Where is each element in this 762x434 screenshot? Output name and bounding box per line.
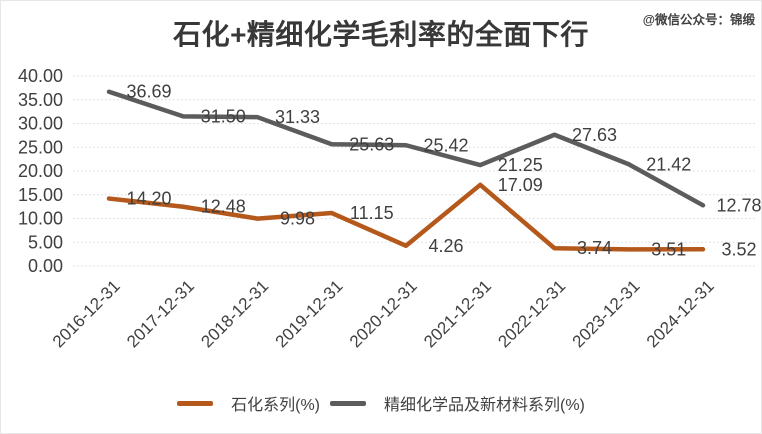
x-axis-tick-label: 2016-12-31 <box>49 276 124 351</box>
chart-legend: 石化系列(%) 精细化学品及新材料系列(%) <box>1 391 761 415</box>
fine-chemicals-series-legend-swatch <box>330 400 366 406</box>
x-axis-tick-label: 2022-12-31 <box>494 276 569 351</box>
petrochemical-series-data-label: 3.51 <box>651 239 686 259</box>
fine-chemicals-series-data-label: 36.69 <box>126 82 171 102</box>
chart-title: 石化+精细化学毛利率的全面下行 <box>173 19 589 50</box>
legend-item-petrochemical-series: 石化系列(%) <box>177 391 320 415</box>
y-axis-tick-label: 30.00 <box>18 114 63 134</box>
y-axis-tick-label: 40.00 <box>18 66 63 86</box>
petrochemical-series-data-label: 9.98 <box>280 209 315 229</box>
x-axis-tick-label: 2017-12-31 <box>123 276 198 351</box>
petrochemical-series-data-label: 4.26 <box>428 236 463 256</box>
fine-chemicals-series-line <box>106 89 706 208</box>
petrochemical-series-data-label: 14.20 <box>126 189 171 209</box>
petrochemical-series-data-label: 12.48 <box>201 197 246 217</box>
petrochemical-series-data-label: 3.52 <box>721 239 756 259</box>
watermark-wechat-account: @微信公众号：锦缎 <box>642 13 755 27</box>
x-axis-tick-label: 2019-12-31 <box>272 276 347 351</box>
fine-chemicals-series-data-label: 31.33 <box>275 107 320 127</box>
fine-chemicals-series-data-label: 31.50 <box>201 106 246 126</box>
y-axis-tick-label: 5.00 <box>28 232 63 252</box>
petrochemical-series-legend-label: 石化系列(%) <box>231 397 320 414</box>
fine-chemicals-series-legend-label: 精细化学品及新材料系列(%) <box>384 397 585 414</box>
fine-chemicals-series-data-label: 12.78 <box>716 195 761 215</box>
fine-chemicals-series-data-label: 25.42 <box>423 135 468 155</box>
y-axis-tick-label: 25.00 <box>18 137 63 157</box>
y-axis-tick-label: 10.00 <box>18 209 63 229</box>
fine-chemicals-series-data-label: 25.63 <box>349 134 394 154</box>
y-axis-tick-label: 0.00 <box>28 256 63 276</box>
x-axis-tick-label: 2024-12-31 <box>643 276 718 351</box>
fine-chemicals-series-data-label: 21.42 <box>646 154 691 174</box>
fine-chemicals-series-data-label: 27.63 <box>572 125 617 145</box>
petrochemical-series-data-label: 17.09 <box>498 175 543 195</box>
fine-chemicals-series-data-label: 21.25 <box>498 155 543 175</box>
x-axis-tick-label: 2018-12-31 <box>197 276 272 351</box>
petrochemical-series-data-label: 11.15 <box>350 203 394 223</box>
x-axis-tick-label: 2020-12-31 <box>346 276 421 351</box>
x-axis-tick-label: 2021-12-31 <box>420 276 495 351</box>
legend-item-fine-chemicals-series: 精细化学品及新材料系列(%) <box>330 391 585 415</box>
petrochemical-series-data-label: 3.74 <box>577 238 612 258</box>
y-axis-tick-label: 15.00 <box>18 185 63 205</box>
petrochemical-series-legend-swatch <box>177 400 214 406</box>
y-axis-tick-label: 20.00 <box>18 161 63 181</box>
y-axis-tick-label: 35.00 <box>18 90 63 110</box>
petrochemical-series-line <box>106 182 706 252</box>
x-axis-tick-label: 2023-12-31 <box>569 276 644 351</box>
